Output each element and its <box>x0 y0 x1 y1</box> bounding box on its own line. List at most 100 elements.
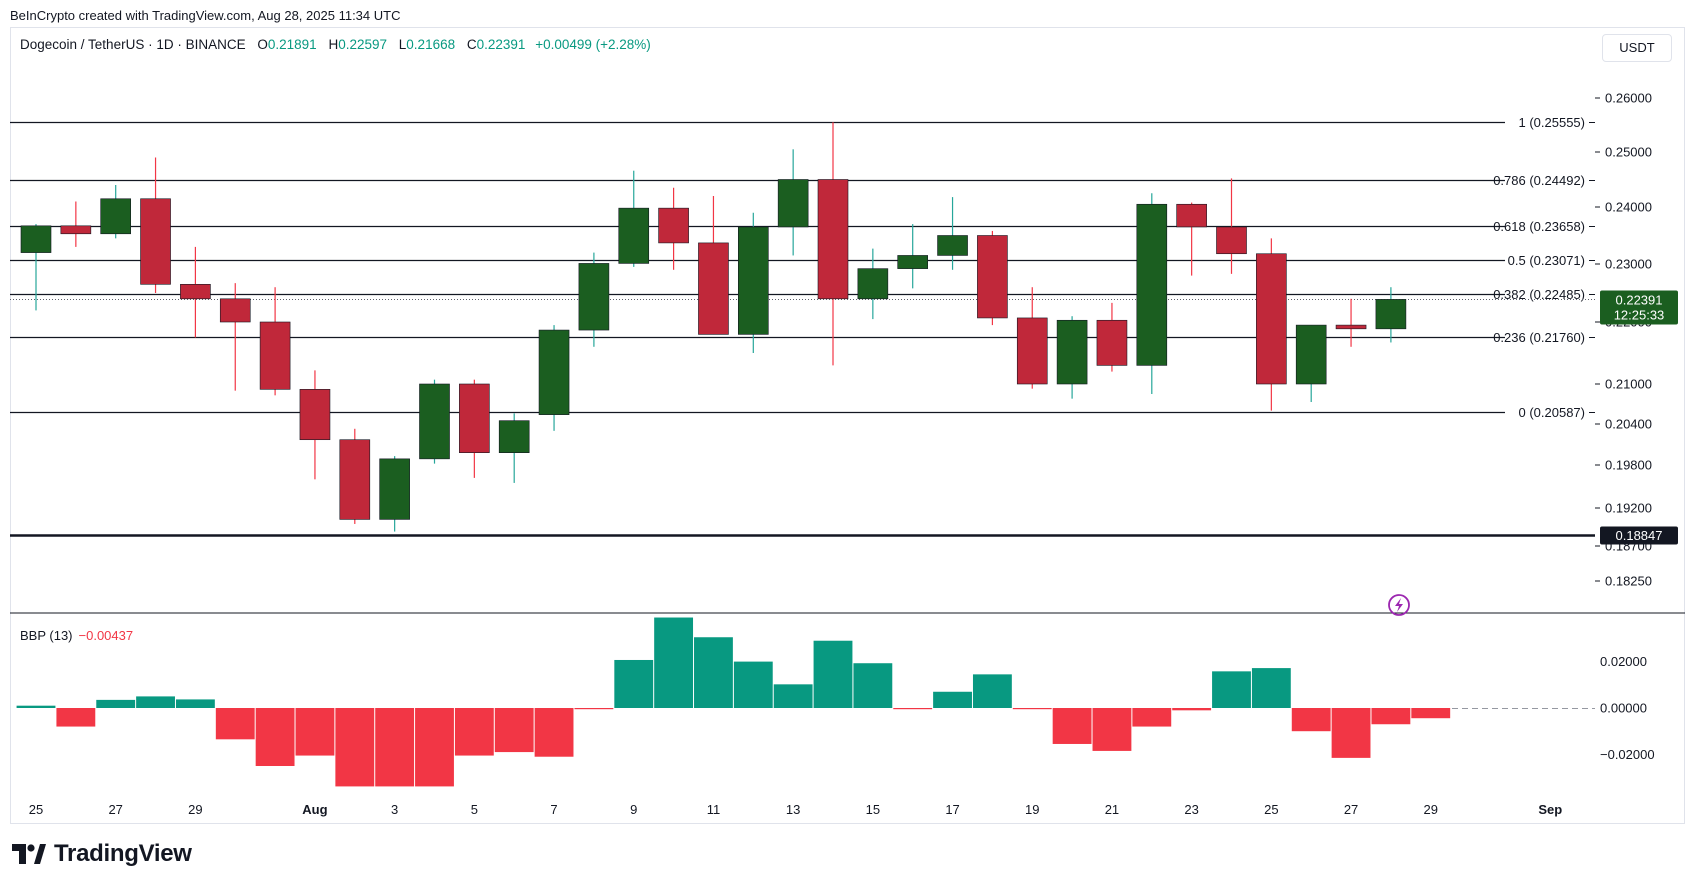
brand-name: TradingView <box>54 840 192 867</box>
candle-body <box>857 268 889 300</box>
candle-body <box>977 235 1008 319</box>
candle-body <box>777 179 809 228</box>
candle-body <box>1016 317 1048 385</box>
candle-body <box>419 383 450 460</box>
candle <box>1096 302 1128 372</box>
bbp-bar <box>534 708 574 757</box>
fib-label: 1 (0.25555) <box>1519 115 1586 130</box>
candle <box>937 197 968 270</box>
candle <box>737 212 769 353</box>
candle-body <box>379 458 410 520</box>
candle <box>618 170 650 267</box>
support-badge: 0.18847 <box>1600 526 1678 545</box>
high-value: 0.22597 <box>338 37 388 52</box>
candle <box>219 283 251 391</box>
bbp-bar <box>893 708 933 710</box>
fib-label: 0 (0.20587) <box>1519 405 1586 420</box>
candle <box>538 325 570 431</box>
alert-bolt-icon[interactable] <box>1388 594 1410 616</box>
fib-label: 0.382 (0.22485) <box>1493 287 1585 302</box>
candle-body <box>1375 299 1407 330</box>
candle-body <box>897 255 929 269</box>
currency-selector[interactable]: USDT <box>1602 34 1672 62</box>
time-axis-label: 9 <box>630 802 637 817</box>
bbp-bar <box>56 708 96 727</box>
bbp-bar <box>175 699 215 708</box>
candle <box>1056 316 1088 399</box>
candle <box>299 370 331 480</box>
candle-body <box>1256 253 1287 385</box>
candle-body <box>737 226 769 335</box>
candle-body <box>1335 324 1367 330</box>
time-axis-label: 11 <box>707 802 721 817</box>
bbp-bar <box>773 684 813 708</box>
current-price-value: 0.22391 <box>1616 293 1663 308</box>
candle-body <box>1216 226 1247 255</box>
fibonacci-levels: 1 (0.25555) 0.786 (0.24492) 0.618 (0.23658… <box>10 115 1595 537</box>
candle <box>1375 287 1407 343</box>
candle <box>658 187 689 270</box>
time-axis-label: 27 <box>1344 802 1358 817</box>
price-axis-label: 0.23000 <box>1605 257 1652 272</box>
bbp-bar <box>654 617 694 708</box>
time-axis-label: 5 <box>471 802 478 817</box>
fib-label: 0.236 (0.21760) <box>1493 330 1585 345</box>
bbp-bar <box>136 696 175 708</box>
candle <box>180 246 211 338</box>
price-axis-label: 0.26000 <box>1605 91 1652 106</box>
bbp-bar <box>335 708 375 787</box>
bbp-axis-label: 0.00000 <box>1600 701 1647 716</box>
bbp-bar <box>853 663 893 708</box>
candle-body <box>339 439 371 520</box>
candle <box>1216 178 1247 274</box>
candle-body <box>498 420 530 453</box>
candle-body <box>259 321 291 390</box>
candlestick-series <box>20 122 1407 532</box>
price-axis-label: 0.25000 <box>1605 145 1652 160</box>
low-label: L <box>398 37 407 52</box>
bbp-bar <box>96 699 136 708</box>
bbp-bar <box>1291 708 1331 732</box>
candle <box>339 428 371 524</box>
bbp-bar <box>1052 708 1092 744</box>
time-axis-label: 27 <box>108 802 122 817</box>
bbp-bar <box>1331 708 1371 758</box>
close-label: C <box>466 37 477 52</box>
bbp-bar <box>1251 668 1291 708</box>
bbp-bar <box>375 708 415 787</box>
bbp-bar <box>1092 708 1132 751</box>
candle <box>498 413 530 483</box>
support-badge-bg <box>1600 526 1678 545</box>
candle-body <box>817 179 849 300</box>
low-value: 0.21668 <box>406 37 456 52</box>
tradingview-brand[interactable]: TradingView <box>12 840 192 868</box>
current-price-badge-bg <box>1600 290 1678 325</box>
bbp-axis-label: 0.02000 <box>1600 654 1647 669</box>
price-axis-label: 0.19800 <box>1605 458 1652 473</box>
time-axis-label: 7 <box>550 802 557 817</box>
price-axis-label: 0.24000 <box>1605 200 1652 215</box>
bbp-bar <box>733 661 773 708</box>
bbp-bar <box>1172 708 1212 711</box>
bbp-bar <box>1411 708 1451 719</box>
fib-label: 0.618 (0.23658) <box>1493 219 1585 234</box>
bbp-bar <box>16 705 56 708</box>
bbp-bar <box>972 674 1012 708</box>
chart-frame <box>10 27 1685 824</box>
bbp-value: −0.00437 <box>78 628 134 643</box>
open-value: 0.21891 <box>267 37 317 52</box>
candle <box>60 201 92 247</box>
candle <box>1295 324 1327 402</box>
candle-body <box>1176 203 1207 228</box>
candle <box>977 230 1008 326</box>
bbp-bar <box>813 640 853 708</box>
candle <box>698 196 729 335</box>
candle <box>1176 202 1207 276</box>
change-value: +0.00499 (+2.28%) <box>535 37 651 52</box>
candle-body <box>140 198 171 285</box>
symbol-legend: Dogecoin / TetherUS · 1D · BINANCE O0.21… <box>20 37 651 52</box>
candle <box>100 185 131 239</box>
candle <box>578 252 610 347</box>
